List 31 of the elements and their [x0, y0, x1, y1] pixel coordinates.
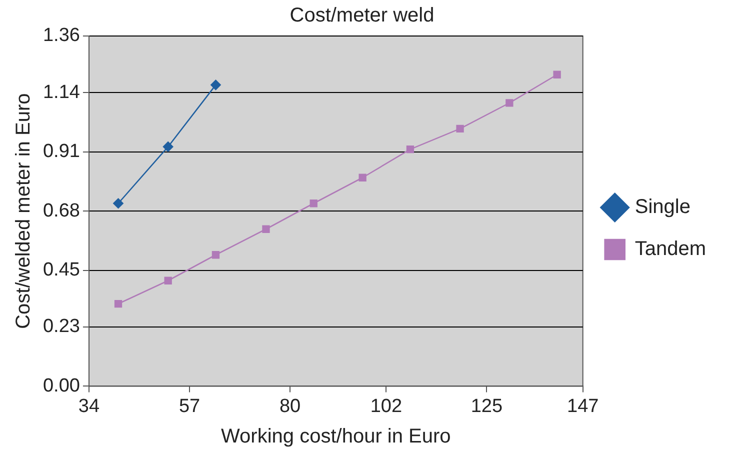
y-tick-label: 0.68 [42, 200, 80, 222]
x-tick-label: 80 [279, 396, 301, 417]
point [114, 300, 122, 308]
x-tick-label: 34 [78, 396, 100, 417]
point [506, 99, 514, 107]
legend-label: Single [634, 196, 690, 218]
y-tick-label: 1.14 [42, 82, 80, 103]
x-tick-label: 102 [370, 396, 402, 417]
x-tick-label: 57 [178, 396, 200, 417]
y-tick-label: 1.36 [42, 25, 80, 46]
point [162, 142, 174, 152]
point [113, 198, 124, 209]
point [406, 145, 414, 154]
y-tick-label: 0.23 [42, 316, 80, 338]
x-tick-label: 147 [566, 396, 599, 417]
point [456, 124, 464, 133]
point [310, 200, 318, 208]
legend-label: Tandem [634, 238, 706, 260]
point [262, 225, 270, 233]
y-tick-label: 0.00 [42, 375, 80, 396]
chart-title: Cost/meter weld [290, 4, 434, 27]
x-axis-title: Working cost/hour in Euro [221, 426, 451, 448]
x-tick-label: 125 [470, 396, 503, 417]
point [212, 251, 220, 259]
point [210, 80, 221, 90]
y-axis-title: Cost/welded meter in Euro [12, 93, 35, 329]
point [553, 70, 561, 78]
point [358, 174, 366, 182]
point [164, 276, 172, 284]
y-tick-label: 0.45 [42, 260, 80, 281]
y-tick-label: 0.91 [42, 141, 80, 162]
